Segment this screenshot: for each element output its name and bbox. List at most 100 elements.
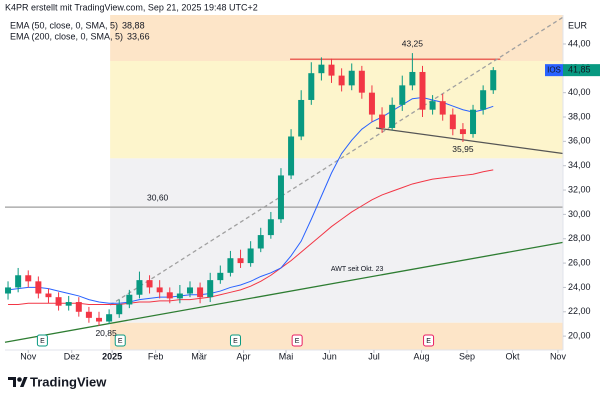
price-annotation: 20,85 bbox=[95, 328, 117, 338]
event-marker bbox=[291, 334, 303, 347]
event-marker bbox=[114, 334, 126, 347]
symbol-tag bbox=[545, 64, 563, 77]
candle-body bbox=[35, 281, 42, 294]
candle-body bbox=[116, 304, 123, 315]
candle-body bbox=[15, 275, 22, 288]
event-marker bbox=[229, 334, 241, 347]
brand-logo bbox=[8, 377, 28, 387]
y-tick-label: 40,00 bbox=[568, 87, 591, 97]
x-tick-label: Aug bbox=[413, 351, 429, 361]
y-tick-label: 22,00 bbox=[568, 306, 591, 316]
x-tick-label: Okt bbox=[505, 351, 520, 361]
y-tick-label: 36,00 bbox=[568, 136, 591, 146]
candle-body bbox=[146, 280, 153, 288]
candle-body bbox=[25, 275, 32, 282]
candle-body bbox=[227, 258, 234, 273]
candle-body bbox=[348, 70, 355, 86]
candle-body bbox=[439, 101, 446, 115]
price-annotation: 30,60 bbox=[147, 192, 169, 202]
candle-body bbox=[459, 129, 466, 135]
price-annotation: 35,95 bbox=[452, 144, 474, 154]
last-price-tag bbox=[563, 64, 600, 77]
y-tick-label: 34,00 bbox=[568, 160, 591, 170]
candle-body bbox=[217, 272, 224, 281]
x-tick-label: Jun bbox=[322, 351, 337, 361]
candle-body bbox=[389, 104, 396, 128]
candle-body bbox=[277, 175, 284, 220]
candle-body bbox=[368, 92, 375, 115]
x-tick-label: Apr bbox=[237, 351, 251, 361]
trendline bbox=[109, 16, 564, 306]
candle-body bbox=[96, 317, 103, 322]
event-label: E bbox=[233, 338, 238, 345]
y-tick-label: 30,00 bbox=[568, 209, 591, 219]
candle-body bbox=[399, 85, 406, 105]
ema-line bbox=[7, 97, 494, 304]
candle-body bbox=[207, 280, 214, 298]
x-tick-label: Mai bbox=[279, 351, 294, 361]
candle-body bbox=[166, 292, 173, 299]
candle-body bbox=[480, 90, 487, 110]
x-tick-label: Jul bbox=[368, 351, 380, 361]
currency-label: EUR bbox=[568, 20, 588, 30]
last-price-label: 41,85 bbox=[568, 65, 591, 75]
x-tick-label: Feb bbox=[148, 351, 164, 361]
brand-name: TradingView bbox=[30, 374, 107, 389]
y-tick-label: 38,00 bbox=[568, 111, 591, 121]
x-tick-label: Dez bbox=[64, 351, 81, 361]
price-annotation: 43,25 bbox=[402, 38, 424, 48]
legend-label: EMA (200, close, 0, SMA, 5) bbox=[10, 31, 123, 41]
event-marker bbox=[423, 334, 435, 347]
legend-value: 38,88 bbox=[122, 20, 145, 30]
x-tick-label: Mär bbox=[191, 351, 207, 361]
candle-body bbox=[85, 311, 92, 318]
candle-body bbox=[257, 235, 264, 249]
candle-body bbox=[247, 248, 254, 264]
event-marker bbox=[36, 334, 48, 347]
y-tick-label: 28,00 bbox=[568, 233, 591, 243]
candle-body bbox=[55, 297, 62, 306]
candle-body bbox=[429, 101, 436, 110]
symbol-label: IOS bbox=[547, 65, 561, 74]
candle-body bbox=[298, 99, 305, 137]
candle-body bbox=[338, 75, 345, 86]
candle-body bbox=[5, 287, 12, 294]
x-tick-label: Nov bbox=[550, 351, 567, 361]
x-tick-label: 2025 bbox=[102, 351, 122, 361]
x-tick-label: Sep bbox=[459, 351, 475, 361]
candle-body bbox=[106, 314, 113, 322]
trendline bbox=[375, 127, 564, 155]
y-tick-label: 32,00 bbox=[568, 184, 591, 194]
candle-body bbox=[75, 302, 82, 312]
chart-title: K4PR erstellt mit TradingView.com, Sep 2… bbox=[5, 2, 258, 12]
candle-body bbox=[126, 294, 133, 305]
y-tick-label: 24,00 bbox=[568, 282, 591, 292]
candle-body bbox=[318, 64, 325, 74]
price-zone bbox=[110, 322, 563, 350]
candle-body bbox=[197, 287, 204, 298]
event-label: E bbox=[118, 338, 123, 345]
candle-body bbox=[136, 280, 143, 295]
candle-body bbox=[156, 287, 163, 293]
candle-body bbox=[65, 302, 72, 306]
legend-label: EMA (50, close, 0, SMA, 5) bbox=[10, 20, 118, 30]
x-tick-label: Nov bbox=[20, 351, 37, 361]
candle-body bbox=[288, 136, 295, 176]
candle-body bbox=[267, 219, 274, 236]
ema-line bbox=[8, 169, 494, 305]
candle-body bbox=[45, 293, 52, 298]
candle-body bbox=[328, 64, 335, 76]
y-tick-label: 20,00 bbox=[568, 330, 591, 340]
trendline-label: AWT seit Okt. 23 bbox=[331, 266, 384, 273]
candle-body bbox=[186, 287, 193, 294]
candle-body bbox=[449, 114, 456, 130]
candle-body bbox=[419, 71, 426, 110]
event-label: E bbox=[40, 338, 45, 345]
price-zone bbox=[110, 15, 563, 62]
legend-value: 33,66 bbox=[127, 31, 150, 41]
candle-body bbox=[176, 293, 183, 299]
y-tick-label: 44,00 bbox=[568, 38, 591, 48]
event-label: E bbox=[426, 338, 431, 345]
trendline bbox=[4, 241, 564, 343]
